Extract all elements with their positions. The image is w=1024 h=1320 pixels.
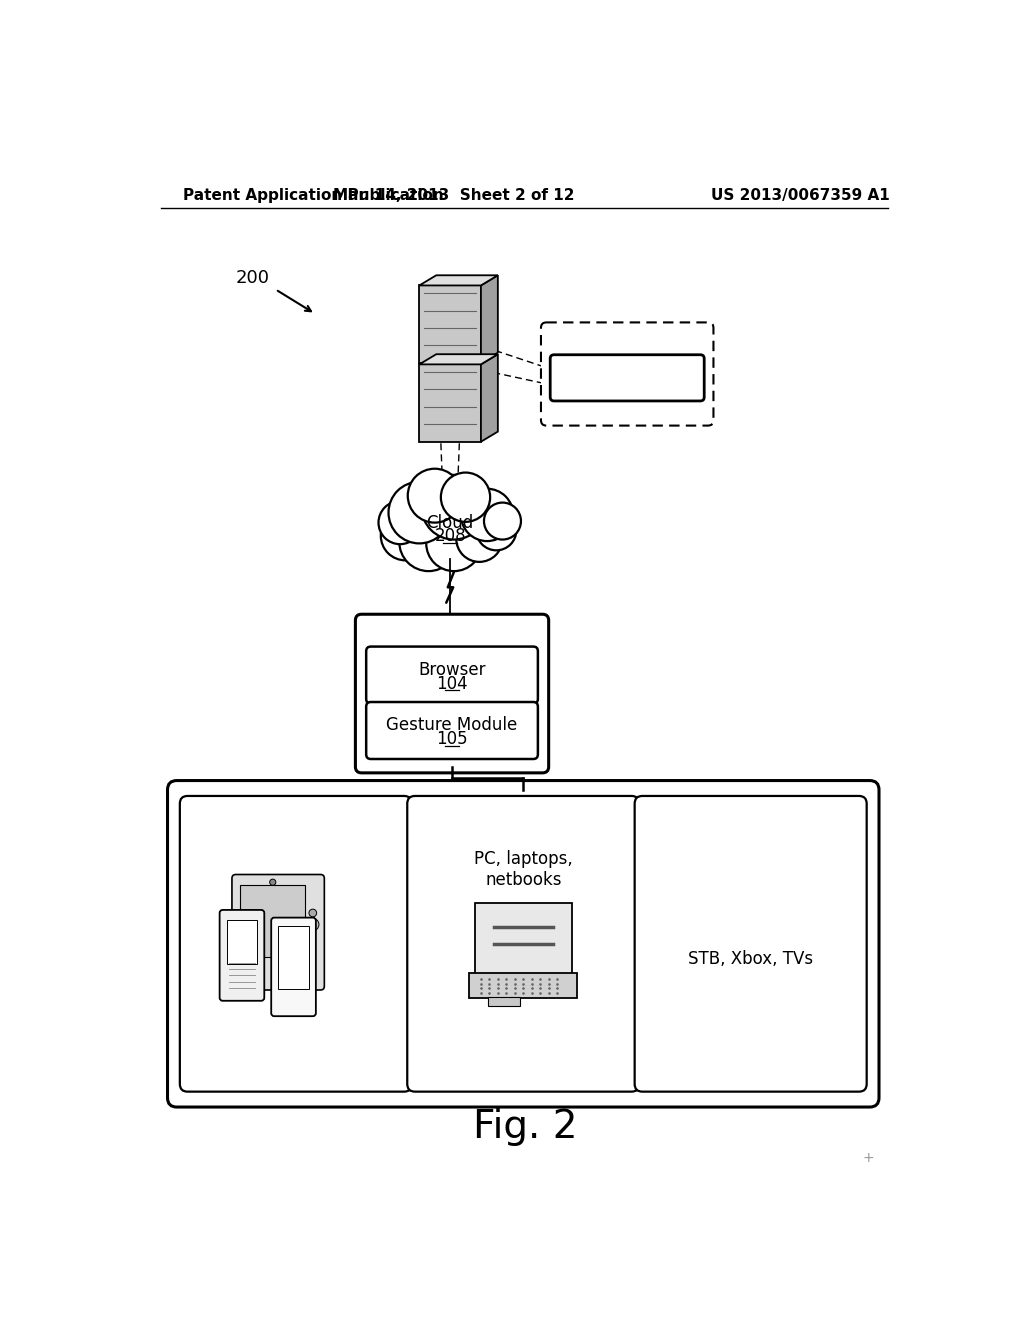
Circle shape xyxy=(306,919,318,931)
Text: 200: 200 xyxy=(236,269,269,286)
Text: Gesture Module: Gesture Module xyxy=(386,717,518,734)
FancyBboxPatch shape xyxy=(541,322,714,425)
Text: 102: 102 xyxy=(474,630,503,645)
Polygon shape xyxy=(419,285,481,363)
FancyBboxPatch shape xyxy=(355,614,549,774)
Circle shape xyxy=(461,488,513,541)
Text: Patent Application Publication: Patent Application Publication xyxy=(183,187,443,203)
Text: 104: 104 xyxy=(436,675,468,693)
Circle shape xyxy=(388,482,451,544)
Text: Cloud: Cloud xyxy=(426,513,474,532)
FancyBboxPatch shape xyxy=(475,903,571,977)
FancyBboxPatch shape xyxy=(487,997,520,1006)
Text: 210: 210 xyxy=(632,337,660,352)
Circle shape xyxy=(476,511,516,550)
Text: Fig. 2: Fig. 2 xyxy=(472,1107,578,1146)
Text: Mar. 14, 2013  Sheet 2 of 12: Mar. 14, 2013 Sheet 2 of 12 xyxy=(333,187,574,203)
Text: STB, Xbox, TVs: STB, Xbox, TVs xyxy=(688,950,813,968)
FancyBboxPatch shape xyxy=(408,796,639,1092)
FancyBboxPatch shape xyxy=(180,796,412,1092)
FancyBboxPatch shape xyxy=(469,973,578,998)
FancyBboxPatch shape xyxy=(279,927,309,989)
Circle shape xyxy=(379,502,422,544)
Polygon shape xyxy=(481,276,498,363)
FancyBboxPatch shape xyxy=(635,796,866,1092)
Circle shape xyxy=(309,909,316,917)
Text: Mobile: Mobile xyxy=(260,814,314,833)
Circle shape xyxy=(457,516,503,562)
Text: Computing Device: Computing Device xyxy=(374,630,515,645)
FancyBboxPatch shape xyxy=(241,884,305,957)
Text: 202: 202 xyxy=(296,814,328,833)
Text: 206: 206 xyxy=(760,814,792,833)
Text: 208: 208 xyxy=(434,527,466,545)
FancyBboxPatch shape xyxy=(367,647,538,704)
Polygon shape xyxy=(419,354,498,364)
Circle shape xyxy=(441,473,490,521)
FancyBboxPatch shape xyxy=(232,874,325,990)
Polygon shape xyxy=(419,364,481,442)
Circle shape xyxy=(381,511,430,561)
Text: Platform: Platform xyxy=(587,337,651,352)
FancyBboxPatch shape xyxy=(367,702,538,759)
Text: PC, laptops,
netbooks: PC, laptops, netbooks xyxy=(474,850,572,888)
Text: 212: 212 xyxy=(640,371,670,385)
FancyBboxPatch shape xyxy=(271,917,315,1016)
Circle shape xyxy=(422,475,486,540)
Circle shape xyxy=(484,503,521,540)
FancyBboxPatch shape xyxy=(550,355,705,401)
Text: Web Services: Web Services xyxy=(567,371,671,385)
Text: 204: 204 xyxy=(528,814,560,833)
Text: 105: 105 xyxy=(436,730,468,748)
Text: US 2013/0067359 A1: US 2013/0067359 A1 xyxy=(711,187,890,203)
Polygon shape xyxy=(481,354,498,442)
FancyBboxPatch shape xyxy=(168,780,879,1107)
Text: +: + xyxy=(862,1151,874,1164)
FancyBboxPatch shape xyxy=(227,920,257,964)
Circle shape xyxy=(269,879,275,886)
Text: Browser: Browser xyxy=(418,661,485,678)
FancyBboxPatch shape xyxy=(219,909,264,1001)
Text: Computer: Computer xyxy=(473,814,556,833)
Polygon shape xyxy=(419,276,498,285)
Circle shape xyxy=(408,469,462,523)
Circle shape xyxy=(399,512,458,572)
Circle shape xyxy=(426,516,481,572)
Text: Television: Television xyxy=(701,814,782,833)
